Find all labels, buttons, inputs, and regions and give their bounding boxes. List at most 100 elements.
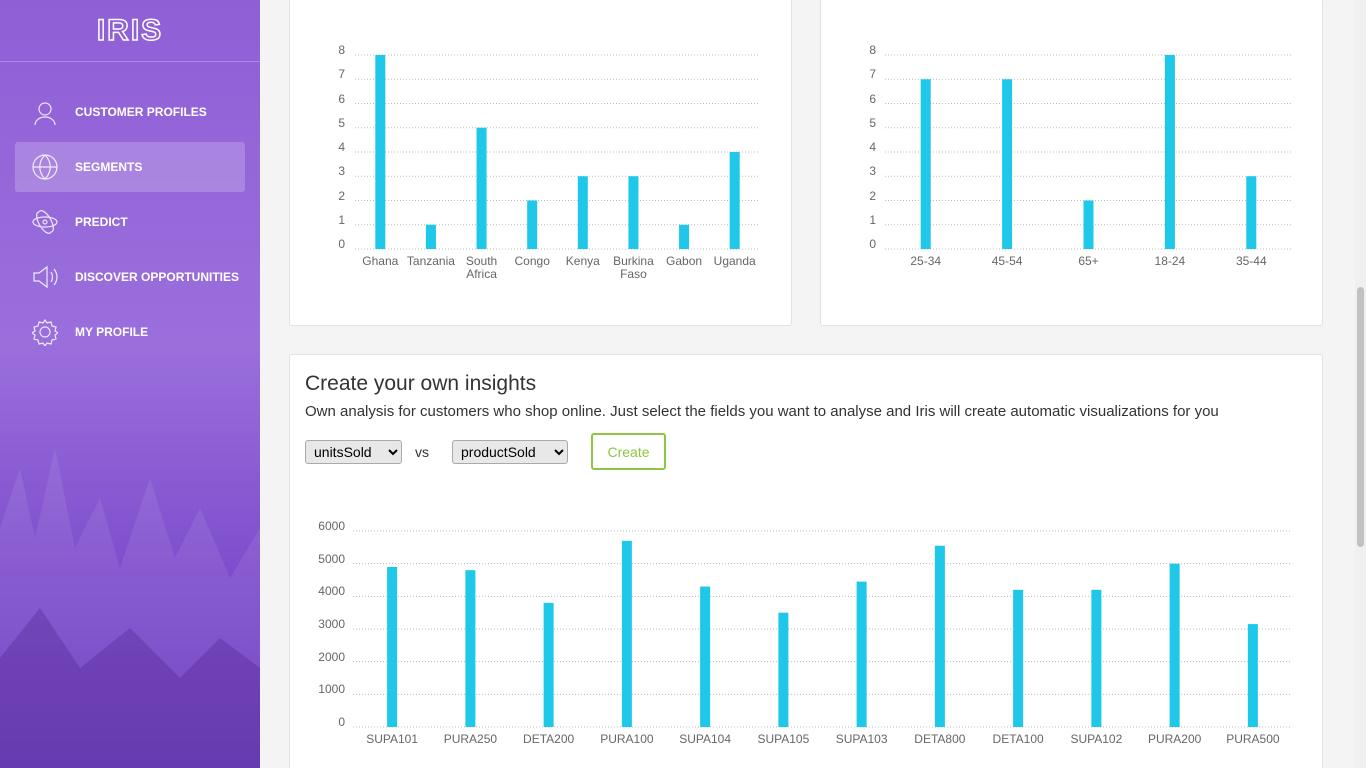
nav-label: MY PROFILE [75,325,149,339]
x-tick-label: Gabon [666,254,703,268]
x-tick-label: Ghana [362,254,399,268]
bar [465,570,476,727]
bar [1169,563,1180,727]
nav-item[interactable]: SEGMENTS [15,142,245,192]
y-tick-label: 8 [338,43,345,57]
create-button[interactable]: Create [591,433,666,470]
x-tick-label: SUPA104 [679,732,732,746]
bar [778,612,789,727]
bar [1247,624,1258,727]
nav-item[interactable]: PREDICT [15,197,245,247]
x-tick-label: DETA800 [914,732,966,746]
bar [1013,589,1024,727]
y-tick-label: 5 [869,115,876,130]
x-tick-label: Congo [514,254,550,268]
bar [527,200,538,249]
background-trees [0,448,260,768]
card [289,354,1323,768]
x-tick-label: DETA100 [992,732,1044,746]
y-tick-label: 7 [869,67,876,82]
x-tick-label: Kenya [565,254,600,268]
vs-label: vs [415,444,429,460]
bar [621,540,632,727]
x-tick-label: 65+ [1078,254,1099,268]
y-tick-label: 2000 [318,649,345,664]
nav-item[interactable]: CUSTOMER PROFILES [15,87,245,137]
bar [729,152,740,249]
bar [387,566,398,727]
x-tick-label: PURA500 [1226,732,1280,746]
nav-label: SEGMENTS [75,160,143,174]
x-tick-label: PURA250 [443,732,498,746]
bar [700,586,711,727]
field-x-select[interactable]: unitsSold [305,440,402,464]
bar [1083,200,1094,249]
scrollbar[interactable] [1355,0,1366,768]
nav-label: DISCOVER OPPORTUNITIES [75,270,240,284]
sidebar: IRIS CUSTOMER PROFILES SEGMENTS PREDICT DIS… [0,0,260,768]
scroll-thumb[interactable] [1357,287,1364,547]
x-tick-label: DETA200 [523,732,575,746]
bar [679,224,690,249]
bar [628,176,639,249]
x-tick-label: SUPA103 [835,732,888,746]
nav-label: CUSTOMER PROFILES [75,105,207,119]
y-tick-label: 1 [338,212,345,227]
icon-path [32,154,58,180]
card [820,0,1323,326]
nav-icon [32,210,58,234]
nav-item[interactable]: DISCOVER OPPORTUNITIES [15,252,245,302]
y-tick-label: 4 [869,140,876,154]
icon-path [34,102,56,126]
y-tick-label: 5 [338,115,345,130]
nav-icon [32,319,58,346]
x-tick-label: 45-54 [991,254,1023,268]
divider [0,61,260,62]
x-tick-label: SUPA101 [366,732,419,746]
field-y-select[interactable]: productSold [452,440,568,464]
bar [934,545,945,727]
card [289,0,792,326]
y-tick-label: 2 [869,188,876,203]
bar [856,581,867,727]
bar [476,127,487,249]
nav-icon [33,265,58,289]
nav-item[interactable]: MY PROFILE [15,307,245,357]
y-tick-label: 6 [869,91,876,106]
logo: IRIS [96,13,164,48]
y-tick-label: 3 [338,164,345,179]
bar [1002,79,1013,249]
icon-path [32,210,58,234]
y-tick-label: 1 [869,212,876,227]
icon-path [33,265,58,289]
y-tick-label: 3 [869,164,876,179]
x-tick-label: PURA100 [600,732,654,746]
bar [1091,589,1102,727]
x-tick-label: Tanzania [406,254,455,268]
x-tick-label: PURA200 [1147,732,1202,746]
y-tick-label: 0 [338,237,345,251]
bar [577,176,588,249]
bar [920,79,931,249]
nav-label: PREDICT [75,215,128,229]
nav-icon [34,102,56,126]
bar [543,602,554,727]
x-tick-label: South Africa [465,254,498,281]
y-tick-label: 6000 [318,519,345,533]
nav-icon [32,154,58,180]
y-tick-label: 1000 [318,682,345,697]
y-tick-label: 7 [338,67,345,82]
x-tick-label: SUPA105 [757,732,810,746]
insights-description: Own analysis for customers who shop onli… [305,403,1219,420]
bar [425,224,436,249]
x-tick-label: SUPA102 [1070,732,1123,746]
y-tick-label: 6 [338,91,345,106]
icon-path [32,319,58,346]
x-tick-label: Burkina Faso [613,254,654,281]
bar [1164,55,1175,249]
y-tick-label: 0 [869,237,876,251]
bar [375,55,386,249]
x-tick-label: 18-24 [1154,254,1186,268]
